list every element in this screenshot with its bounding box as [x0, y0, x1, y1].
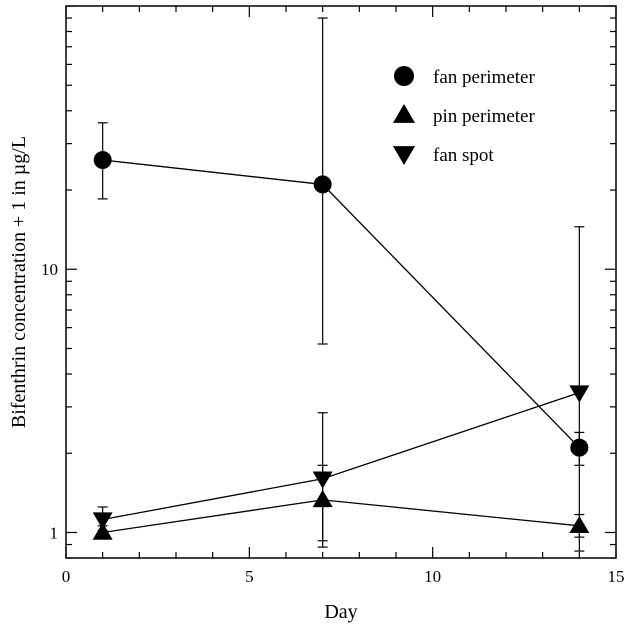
legend-label: pin perimeter [433, 106, 535, 127]
triangle-down-marker [393, 146, 415, 165]
y-tick-label: 1 [50, 523, 59, 542]
x-tick-label: 5 [245, 567, 254, 586]
legend-label: fan spot [433, 145, 494, 166]
x-tick-label: 15 [608, 567, 625, 586]
x-tick-label: 0 [62, 567, 71, 586]
series-line [102, 499, 580, 534]
triangle-up-marker [393, 104, 415, 123]
circle-marker [313, 175, 332, 194]
x-axis-label: Day [324, 601, 357, 623]
series-line [102, 391, 580, 521]
triangle-down-marker [92, 512, 113, 530]
series-layer [92, 17, 590, 552]
x-tick-label: 10 [424, 567, 441, 586]
series-line [102, 159, 580, 449]
circle-marker [93, 151, 112, 170]
plot-frame [65, 5, 617, 559]
series [92, 464, 590, 548]
triangle-up-marker [92, 522, 113, 540]
series [92, 226, 590, 552]
triangle-down-marker [569, 385, 590, 403]
y-axis-label: Bifenthrin concentration + 1 in µg/L [8, 136, 30, 428]
axes: 0 5 10 15 1 10 [41, 5, 625, 586]
y-tick-label: 10 [41, 260, 58, 279]
triangle-down-marker [312, 471, 333, 489]
legend: fan perimeter pin perimeter fan spot [393, 66, 535, 166]
legend-label: fan perimeter [433, 67, 535, 88]
circle-marker [394, 66, 414, 86]
